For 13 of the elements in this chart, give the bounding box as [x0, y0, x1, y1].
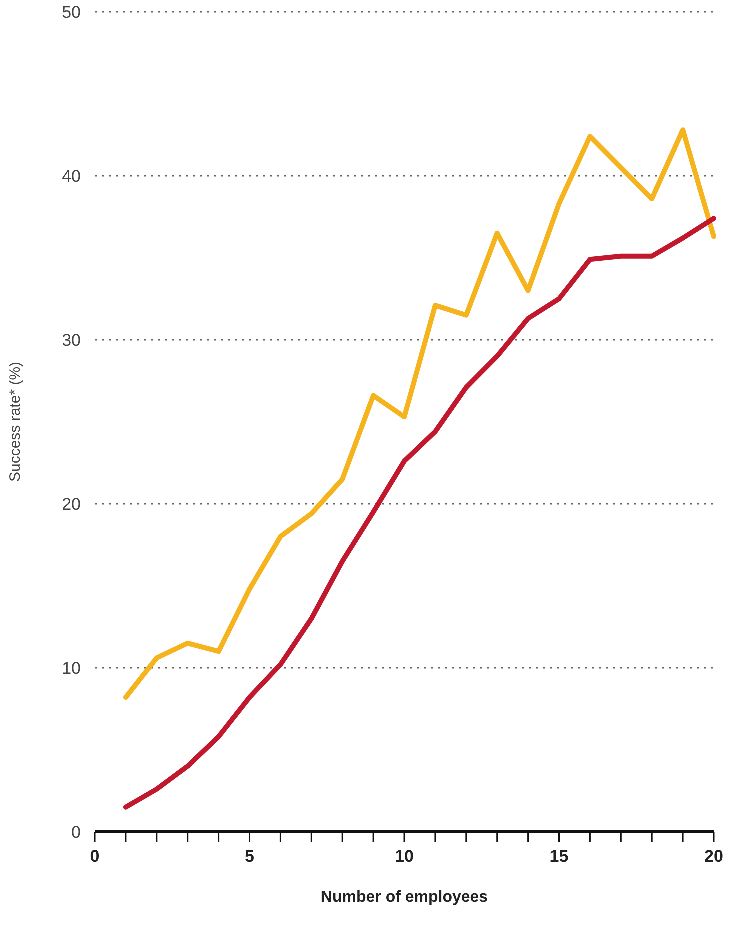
- x-tick-label: 15: [550, 847, 569, 866]
- y-tick-label: 50: [62, 2, 81, 22]
- x-tick-label: 5: [245, 847, 254, 866]
- x-tick-label: 20: [704, 847, 724, 866]
- x-tick-label: 10: [395, 847, 414, 866]
- y-tick-label: 0: [72, 822, 81, 842]
- y-tick-label: 30: [62, 330, 81, 350]
- x-tick-label: 0: [90, 847, 100, 866]
- x-axis-title: Number of employees: [320, 889, 488, 906]
- y-tick-label: 40: [62, 166, 81, 186]
- y-tick-label: 20: [62, 494, 81, 514]
- y-axis-title: Success rate* (%): [7, 362, 24, 482]
- y-tick-label: 10: [62, 658, 81, 678]
